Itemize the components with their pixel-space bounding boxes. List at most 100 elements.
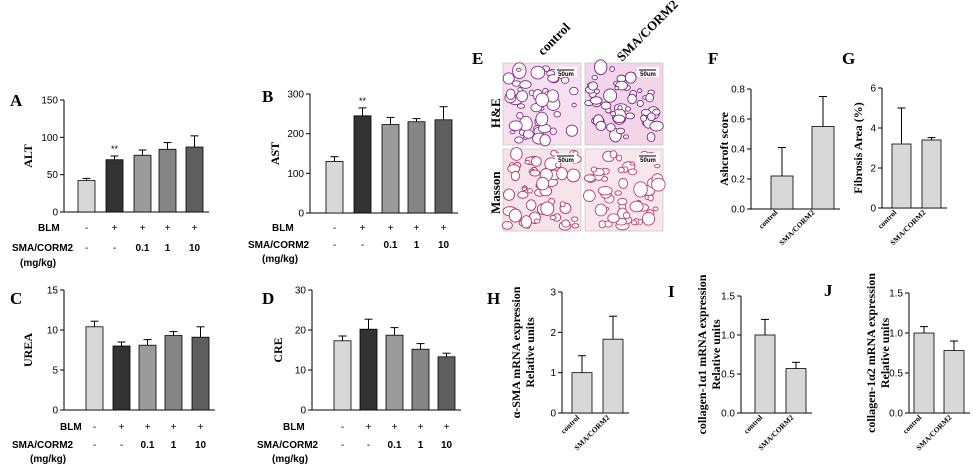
panel-letter-e: E [472, 49, 483, 68]
y-tick-label: 5 [52, 366, 58, 377]
x-category-label: control [559, 413, 581, 435]
alveolus [636, 99, 644, 107]
alveolus [560, 76, 570, 84]
alveolus [559, 201, 566, 208]
bar [913, 332, 935, 414]
row-label-blm: BLM [60, 422, 82, 433]
blm-value: + [418, 422, 424, 433]
alveolus [610, 111, 617, 117]
sma-value: 10 [438, 240, 450, 251]
y-tick-label: 0 [870, 204, 876, 215]
alveolus [624, 71, 637, 84]
alveolus [524, 159, 531, 165]
bar [921, 139, 942, 209]
scale-box [555, 67, 577, 77]
y-tick-label: 1.5 [889, 289, 903, 300]
blm-value: + [388, 223, 394, 234]
alveolus [527, 188, 533, 194]
alveolus [517, 191, 529, 199]
panel-letter-a: A [10, 91, 23, 110]
alveolus [505, 88, 516, 100]
alveolus [618, 177, 629, 189]
alveolus [614, 85, 620, 91]
bar [411, 348, 430, 411]
sma-value: - [333, 240, 336, 251]
y-axis-title: CRE [271, 337, 285, 362]
blm-value: - [333, 223, 336, 234]
sma-value: 1 [165, 243, 171, 254]
bar [359, 328, 378, 411]
y-tick-label: 10 [47, 326, 59, 337]
alveolus [651, 177, 666, 192]
alveolus [594, 203, 608, 217]
alveolus [556, 167, 568, 181]
alveolus [519, 80, 532, 89]
blm-value: + [140, 223, 146, 234]
blm-value: + [414, 223, 420, 234]
alveolus [606, 123, 616, 132]
x-category-label: control [742, 413, 764, 435]
row-label-blm: BLM [38, 223, 60, 234]
panel-letter-c: C [10, 289, 22, 308]
alveolus [535, 92, 550, 107]
bar [353, 115, 372, 214]
bar [85, 326, 104, 411]
panel-letter-d: D [262, 289, 274, 308]
alveolus [593, 88, 600, 94]
alveolus [589, 96, 603, 105]
blm-value: - [93, 422, 96, 433]
y-tick-label: 1.0 [721, 331, 735, 342]
alveolus [640, 114, 648, 122]
bar [112, 345, 131, 411]
alveolus [503, 188, 516, 201]
alveolus [654, 164, 661, 169]
alveolus [508, 120, 523, 132]
alveolus [521, 186, 528, 191]
alveolus [510, 147, 523, 161]
chart-a: A 0 50 100 150 ALT ** BLM SMA/CORM2 (mg/kg) - - + - +0… [10, 91, 209, 269]
alveolus [603, 88, 618, 103]
alveolus [627, 93, 637, 105]
y-axis-title: ALT [21, 144, 35, 168]
scale-label: 50um [558, 72, 574, 78]
alveolus [601, 176, 609, 182]
alveolus [595, 120, 607, 131]
y-tick-label: 50 [47, 170, 59, 181]
alveolus [530, 156, 542, 167]
alveolus [510, 170, 520, 182]
y-axis-title: α-SMA mRNA expression [509, 286, 523, 418]
bar [437, 356, 456, 411]
alveolus [633, 181, 648, 198]
blm-value: + [145, 422, 151, 433]
alveolus [615, 127, 626, 135]
bar [770, 175, 794, 210]
significance-label: ** [359, 96, 367, 106]
y-tick-label: 150 [41, 96, 58, 107]
y-axis-title: Ashcroft score [717, 111, 731, 186]
y-tick-label: 1 [550, 368, 556, 379]
chart-h: H 0 1 2 3 α-SMA mRNA expression Relative units… [487, 286, 629, 452]
y-tick-label: 0.4 [731, 145, 745, 156]
scale-box [555, 153, 577, 163]
bar [138, 344, 157, 411]
histology-image: 50um [502, 62, 582, 147]
alveolus [631, 219, 637, 226]
blm-value: + [366, 422, 372, 433]
y-tick-label: 4 [870, 124, 876, 135]
histology-images: 50um 50um 50um 50um [501, 59, 666, 232]
alveolus [609, 150, 618, 159]
alveolus [629, 200, 644, 213]
y-tick-label: 0.2 [731, 175, 745, 186]
alveolus [529, 169, 541, 177]
row-label-dose-unit: (mg/kg) [272, 454, 308, 465]
chart-c: C 0 5 10 15 UREA BLM SMA/CORM2 (mg/kg) - - + - +0.1 +1… [10, 286, 215, 465]
y-tick-label: 2 [870, 164, 876, 175]
alveolus [522, 129, 534, 139]
blm-value: - [341, 422, 344, 433]
alveolus [571, 223, 580, 229]
bar [602, 338, 624, 414]
blm-value: + [192, 223, 198, 234]
chart-i: I 0.0 0.5 1.0 1.5 collagen-1α1 mRNA expressio… [668, 274, 812, 452]
x-category-label: control [901, 413, 923, 435]
